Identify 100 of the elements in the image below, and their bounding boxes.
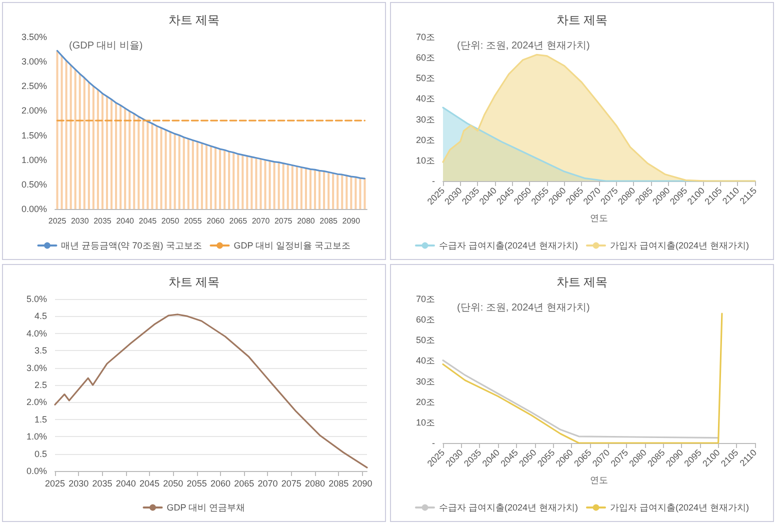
- y-tick-label: -: [432, 438, 435, 448]
- x-tick-label: 2075: [274, 216, 293, 226]
- x-tick-label: 2085: [328, 478, 349, 488]
- x-tick-label: 2070: [258, 478, 278, 488]
- bar: [286, 164, 289, 209]
- bar: [160, 128, 162, 209]
- bar: [156, 126, 158, 209]
- y-tick-label: 5.0%: [26, 294, 47, 304]
- x-tick-label: 2085: [320, 216, 338, 226]
- bar: [282, 163, 284, 209]
- bar: [70, 65, 72, 209]
- chart-title: 차트 제목: [556, 275, 608, 289]
- x-tick-label: 2055: [186, 478, 207, 488]
- bar: [232, 152, 235, 209]
- bar: [296, 166, 298, 209]
- x-tick-label: 2070: [252, 216, 270, 226]
- bar: [60, 56, 63, 209]
- y-tick-label: 70조: [416, 294, 435, 304]
- y-tick-label: 20조: [416, 396, 435, 407]
- bar: [205, 144, 208, 209]
- bar: [65, 60, 68, 209]
- bar: [133, 114, 136, 209]
- y-tick-label: 3.0%: [26, 362, 47, 373]
- bar: [169, 132, 172, 209]
- bar: [264, 160, 266, 209]
- x-tick-label: 2025: [44, 478, 66, 488]
- x-tick-label: 2040: [116, 478, 136, 488]
- bar: [354, 177, 357, 209]
- x-tick-label: 2045: [138, 216, 158, 226]
- y-tick-label: 10조: [416, 155, 435, 166]
- x-tick-label: 2040: [116, 216, 135, 226]
- x-tick-label: 2035: [94, 216, 112, 226]
- y-tick-label: 40조: [416, 94, 435, 104]
- x-axis-title: 연도: [590, 474, 608, 485]
- y-tick-label: 50조: [416, 73, 435, 84]
- y-tick-label: 30조: [416, 376, 435, 386]
- bar: [182, 137, 185, 209]
- y-tick-label: 0.0%: [26, 466, 47, 476]
- bar: [260, 158, 262, 209]
- x-tick-label: 2050: [161, 216, 180, 226]
- bar: [210, 146, 212, 209]
- y-tick-label: 4.0%: [26, 328, 47, 338]
- x-tick-label: 2055: [184, 216, 202, 226]
- bar: [219, 149, 222, 209]
- bar: [268, 160, 271, 209]
- legend-label: GDP 대비 일정비율 국고보조: [234, 240, 351, 250]
- y-tick-label: 1.00%: [21, 154, 47, 165]
- y-tick-label: 3.50%: [21, 32, 47, 42]
- bar: [250, 156, 253, 209]
- x-tick-label: 2075: [281, 478, 302, 488]
- bar: [300, 167, 302, 209]
- legend-label: 가입자 급여지출(2024년 현재가치): [610, 240, 750, 250]
- x-tick-label: 2060: [210, 478, 230, 488]
- chart-title: 차트 제목: [168, 275, 220, 289]
- bar: [142, 119, 144, 209]
- bar: [364, 178, 366, 209]
- bar: [88, 82, 90, 209]
- bar: [346, 176, 348, 209]
- x-tick-label: 2090: [342, 216, 361, 226]
- bar: [323, 171, 326, 209]
- bar: [350, 176, 352, 209]
- x-tick-label: 2050: [163, 478, 184, 488]
- bar: [115, 102, 118, 209]
- bar: [178, 135, 180, 209]
- bar: [138, 116, 140, 209]
- y-tick-label: 1.50%: [21, 130, 47, 140]
- line-series: [56, 50, 366, 180]
- chart-title: 차트 제목: [168, 13, 220, 27]
- bar: [359, 178, 362, 209]
- bar: [214, 148, 217, 209]
- annotation: (GDP 대비 비율): [69, 40, 143, 52]
- bar: [196, 142, 198, 209]
- bar: [164, 130, 167, 209]
- y-tick-label: -: [432, 176, 435, 186]
- bar: [237, 154, 240, 209]
- x-tick-label: 2030: [70, 216, 90, 226]
- y-tick-label: 2.5: [34, 380, 47, 390]
- bar: [124, 108, 126, 209]
- bar: [200, 143, 203, 209]
- legend-label: 수급자 급여지출(2024년 현재가치): [438, 502, 578, 512]
- legend-label: 수급자 급여지출(2024년 현재가치): [438, 240, 578, 250]
- y-tick-label: 0.50%: [21, 179, 47, 190]
- y-tick-label: 40조: [416, 356, 435, 366]
- y-tick-label: 60조: [416, 52, 435, 63]
- legend-label: GDP 대비 연금부채: [166, 502, 246, 512]
- line-series: [54, 314, 368, 468]
- bar: [174, 134, 176, 209]
- y-tick-label: 50조: [416, 335, 435, 346]
- y-tick-label: 2.00%: [21, 106, 47, 116]
- bar: [101, 94, 104, 209]
- bar: [120, 105, 122, 209]
- y-tick-label: 10조: [416, 417, 435, 428]
- bar: [228, 152, 230, 209]
- line-series: [442, 360, 720, 439]
- bar: [246, 156, 248, 209]
- y-tick-label: 0.5: [34, 448, 47, 459]
- x-tick-label: 2025: [48, 216, 67, 226]
- x-tick-label: 2060: [206, 216, 225, 226]
- y-tick-label: 0.00%: [21, 204, 47, 214]
- bar: [56, 50, 58, 209]
